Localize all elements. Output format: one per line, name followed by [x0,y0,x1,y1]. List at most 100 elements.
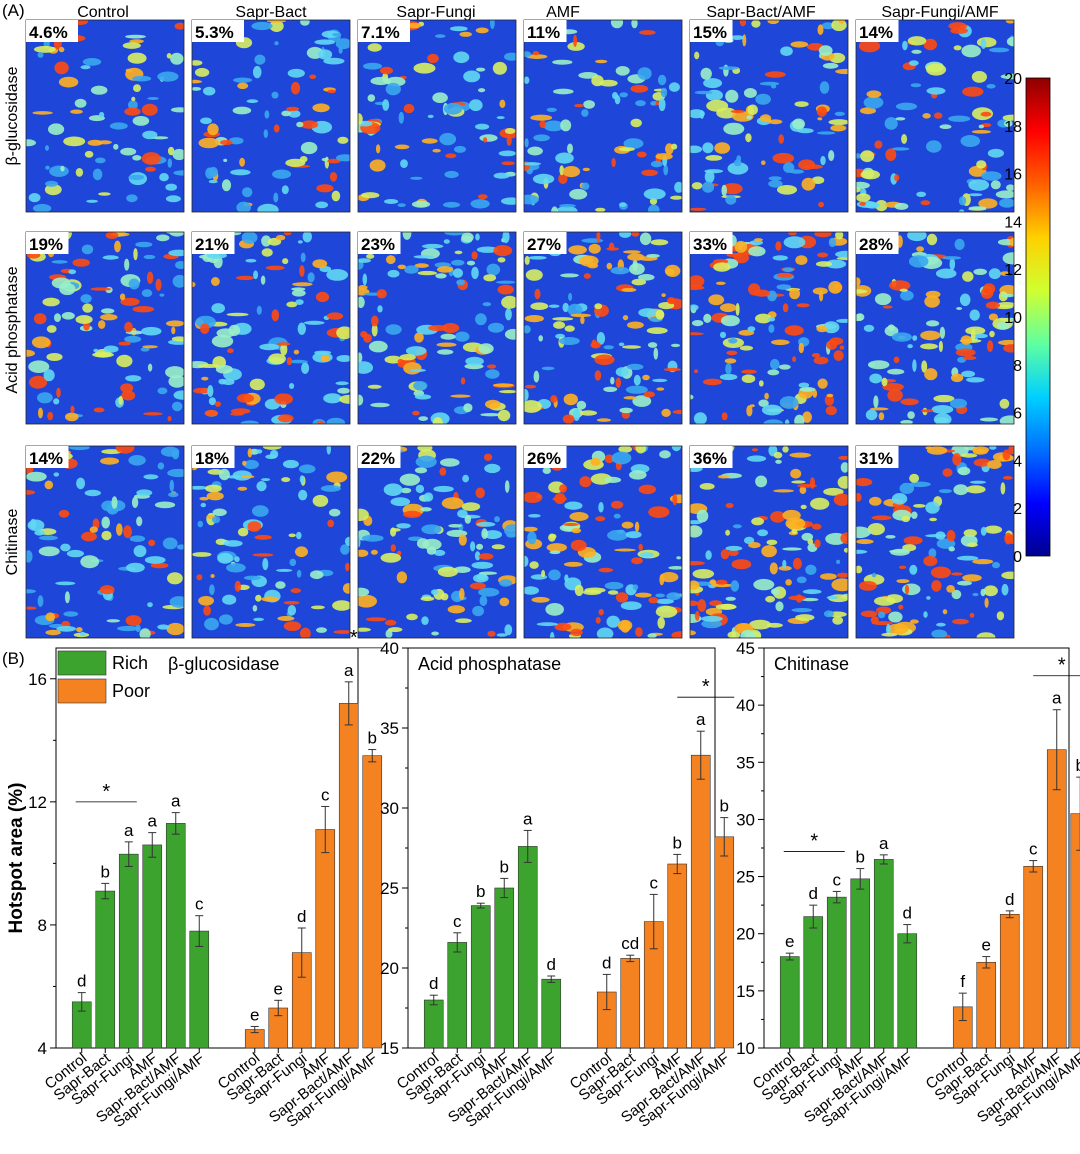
heatmap-spot [924,368,938,381]
heatmap-spot [220,139,233,146]
heatmap-spot [758,399,769,407]
y-tick-label: 15 [380,1039,399,1058]
heatmap-spot [899,565,907,569]
heatmap-spot [909,481,931,488]
heatmap-spot [969,309,980,321]
heatmap-spot [399,354,416,361]
heatmap-spot [124,321,133,333]
heatmap-spot [415,484,425,494]
heatmap-spot [141,289,153,297]
bar [897,933,918,1049]
hotspot-percentage: 14% [859,23,893,42]
heatmap-spot [398,111,404,124]
heatmap-spot [784,325,804,336]
heatmap-spot [832,616,844,625]
significance-star: * [102,781,110,803]
heatmap-spot [103,345,119,353]
heatmap-spot [293,349,300,355]
heatmap-spot [802,589,822,595]
heatmap-spot [701,615,723,622]
heatmap-spot [968,193,983,197]
heatmap-frame [689,19,849,213]
heatmap-spot [696,509,709,523]
bar [494,887,515,1049]
heatmap-spot [730,109,745,114]
heatmap-spot [143,474,159,480]
heatmap-spot [758,380,764,387]
heatmap-spot [570,539,587,552]
heatmap-spot [70,109,83,114]
heatmap-spot [693,412,707,424]
heatmap-spot [368,340,388,353]
heatmap-spot [287,605,297,616]
heatmap-spot [838,455,848,460]
heatmap-spot [480,413,501,417]
heatmap-spot [725,596,736,601]
heatmap-spot [82,58,102,66]
heatmap-spot [865,409,878,421]
heatmap-spot [192,281,196,288]
heatmap-spot [261,248,273,257]
bar [338,703,359,1049]
heatmap-spot [898,604,904,610]
significance-letter: d [809,884,818,903]
heatmap-spot [595,516,606,522]
heatmap-spot [920,330,941,341]
heatmap-frame [523,231,683,425]
heatmap-spot [197,520,204,528]
heatmap-spot [48,123,65,135]
treatment-header: Sapr-Fungi [396,4,475,21]
heatmap-spot [541,366,555,371]
heatmap-spot [283,232,292,236]
heatmap-spot [751,20,761,28]
heatmap-spot [702,181,715,193]
panel-a-heatmaps: Control Sapr-Bact Sapr-Fungi AMF Sapr-Bact/A… [4,4,1015,639]
heatmap-spots [26,232,184,422]
heatmap-spot [99,585,115,595]
heatmap-spot [825,405,837,416]
heatmap-spot [167,158,172,168]
heatmap-spot [255,594,262,602]
heatmap-spot [499,597,510,607]
heatmap-spot [442,201,461,208]
heatmap-spot [638,308,658,318]
heatmap-spot [711,583,734,588]
heatmap-spot [335,38,350,50]
heatmap-spot [978,198,998,209]
heatmap-spot [801,597,819,602]
heatmap-spot [702,142,714,154]
heatmap-spot [546,543,567,552]
heatmap-spot [828,281,843,294]
heatmap-spot [615,377,621,388]
heatmap-spot [960,135,981,147]
heatmap-spot [472,605,484,617]
heatmap-frame [357,231,517,425]
heatmap-spot [663,164,669,176]
hotspot-label-box [856,20,899,42]
heatmap-spot [789,288,800,300]
heatmap-spot [420,507,432,512]
heatmap-spot [524,162,542,166]
heatmap-spot [780,46,793,56]
heatmap-spot [724,358,737,364]
heatmap-spot [690,630,696,636]
heatmap-spot [769,562,778,575]
heatmap-spot [484,453,493,461]
heatmap-spot [627,321,644,329]
heatmap-spot [29,518,37,530]
heatmap-spot [655,598,674,604]
significance-letter: a [148,812,158,831]
heatmap-spot [120,297,140,306]
heatmap-spot [911,511,918,519]
heatmap-spot [1001,583,1009,596]
heatmap-spot [562,302,569,313]
heatmap-spot [283,601,300,605]
y-tick-label: 30 [380,799,399,818]
heatmap-spot [639,552,655,558]
heatmap-spot [663,367,681,372]
heatmap-spot [240,420,259,424]
bar [779,956,800,1049]
heatmap-spot [579,476,592,488]
heatmap-spot [801,532,814,541]
